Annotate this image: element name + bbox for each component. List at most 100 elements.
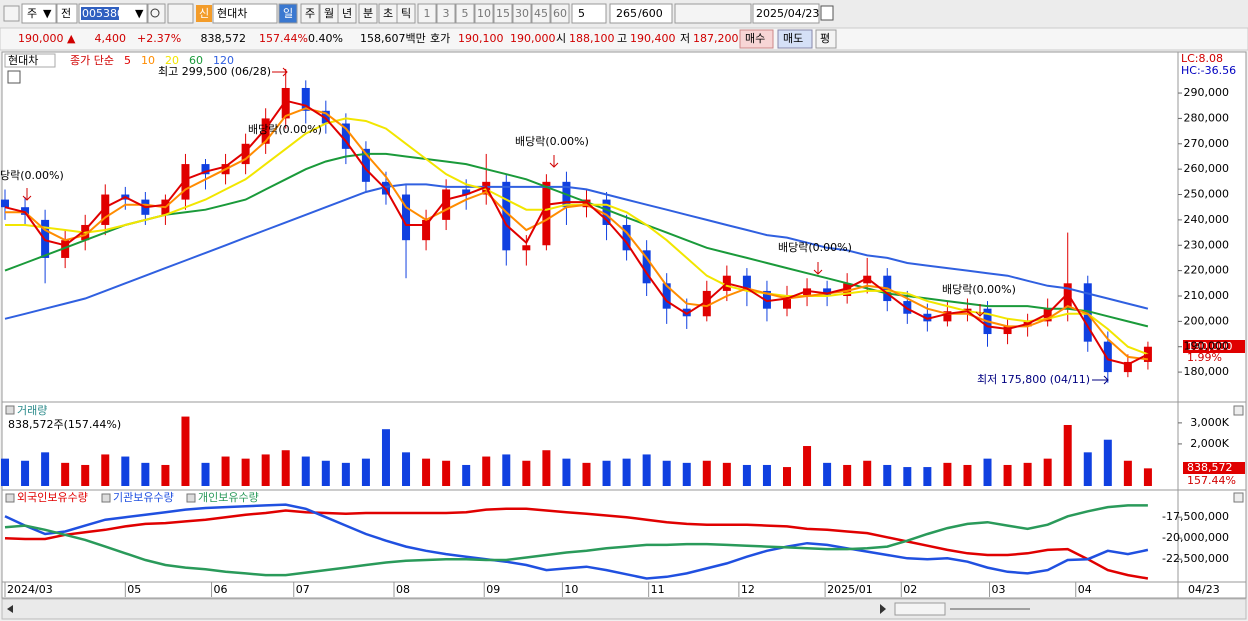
unit-button[interactable] <box>550 3 570 24</box>
series-line <box>4 504 1148 577</box>
volume-bar <box>943 462 952 486</box>
y-tick-label: 280,000 <box>1184 111 1230 124</box>
period: 틱 <box>401 7 411 20</box>
unit-button[interactable] <box>455 3 475 24</box>
legend-item: 60 <box>189 54 203 67</box>
volume-bar <box>803 446 812 486</box>
x-tick-label: 2025/01 <box>827 583 873 596</box>
scroll-left[interactable] <box>7 605 13 613</box>
candle-body <box>61 240 70 258</box>
period-button[interactable] <box>358 3 378 24</box>
volume-bar <box>341 462 350 486</box>
min-arrow <box>1092 375 1109 385</box>
legend-icon <box>101 493 111 503</box>
count-box[interactable] <box>609 3 673 24</box>
annotation: 최고 299,500 (06/28) <box>158 65 271 78</box>
lc: LC:8.08 <box>1181 52 1223 65</box>
scroll-right[interactable] <box>880 604 886 614</box>
date: 2025/04/23 <box>756 7 819 20</box>
volume-title: 거래량 <box>17 404 47 417</box>
playback-controls[interactable] <box>894 602 946 616</box>
x-tick-label: 11 <box>651 583 665 596</box>
y-tick-label: 230,000 <box>1184 238 1230 251</box>
market-select[interactable] <box>21 3 57 24</box>
panel-close[interactable] <box>1233 492 1244 503</box>
unit-button[interactable] <box>531 3 551 24</box>
code: 005380 <box>82 7 124 20</box>
y-tick-label: -22,500,000 <box>1162 552 1229 565</box>
dropdown-arrow: ▼ <box>43 7 52 20</box>
period-button[interactable] <box>300 3 320 24</box>
quote-bar <box>0 27 1248 51</box>
volume-bar <box>281 450 290 486</box>
period-button[interactable] <box>278 3 298 24</box>
prev-select[interactable] <box>56 3 78 24</box>
volume-bar <box>742 464 751 486</box>
volume-bar <box>361 458 370 486</box>
unit-select: 5 <box>578 7 585 20</box>
sell-button[interactable] <box>777 29 813 49</box>
unit-button[interactable] <box>417 3 437 24</box>
drawing-tools[interactable] <box>1040 603 1240 615</box>
calendar-icon[interactable] <box>820 5 834 21</box>
name-input[interactable] <box>212 3 278 24</box>
candle-body <box>101 194 110 225</box>
volume-bar <box>602 460 611 486</box>
unit-select-box[interactable] <box>571 3 607 24</box>
legend-item: 10 <box>141 54 155 67</box>
volume-bar <box>682 462 691 486</box>
candle-body <box>422 219 431 241</box>
bid: 190,000 <box>510 32 556 45</box>
period: 년 <box>342 7 352 20</box>
y-tick-label: 180,000 <box>1184 365 1230 378</box>
unit: 10 <box>477 7 491 20</box>
tool-icons[interactable] <box>674 3 752 24</box>
candle-body <box>943 311 952 322</box>
change-pct: +2.37% <box>137 32 181 45</box>
new-badge <box>196 5 212 22</box>
volume-bar <box>21 460 30 486</box>
panel-close[interactable] <box>1233 405 1244 416</box>
unit-button[interactable] <box>512 3 532 24</box>
sound-button[interactable] <box>167 3 194 24</box>
unit: 45 <box>534 7 548 20</box>
buy-button[interactable] <box>739 29 774 49</box>
avg-button[interactable] <box>815 29 837 49</box>
legend-indicator: 종가 단순 <box>70 54 114 67</box>
volume-bar <box>1123 460 1132 486</box>
y-tick-label: -17,500,000 <box>1162 510 1229 523</box>
high: 190,400 <box>630 32 676 45</box>
y-tick-label: 200,000 <box>1184 314 1230 327</box>
date-box[interactable] <box>752 3 820 24</box>
period-button[interactable] <box>337 3 357 24</box>
volume-bar <box>81 464 90 486</box>
last-volume-box <box>1183 462 1245 474</box>
candle-body <box>241 143 250 165</box>
volume-bar <box>402 452 411 486</box>
grid-icon[interactable] <box>7 70 21 84</box>
max-arrow <box>272 67 288 77</box>
unit-button[interactable] <box>436 3 456 24</box>
unit: 30 <box>515 7 529 20</box>
candle-body <box>1103 341 1112 373</box>
unit-button[interactable] <box>493 3 513 24</box>
avg: 평 <box>820 32 830 45</box>
volume-bar <box>843 464 852 486</box>
candle-body <box>1083 283 1092 342</box>
candle-body <box>642 250 651 284</box>
volume-bar <box>221 456 230 486</box>
volume-bar <box>783 467 791 486</box>
max-count: /600 <box>638 7 663 20</box>
volume-bar <box>642 454 651 486</box>
series-line <box>5 117 1149 356</box>
menu-icon[interactable] <box>3 5 20 22</box>
candle-body <box>783 295 791 309</box>
search-button[interactable] <box>147 3 166 24</box>
candle-body <box>662 283 671 309</box>
volume-bar <box>381 429 390 486</box>
unit-button[interactable] <box>474 3 494 24</box>
volume-bar <box>562 458 571 486</box>
legend-name: 현대차 <box>8 54 38 67</box>
period-button[interactable] <box>396 3 416 24</box>
